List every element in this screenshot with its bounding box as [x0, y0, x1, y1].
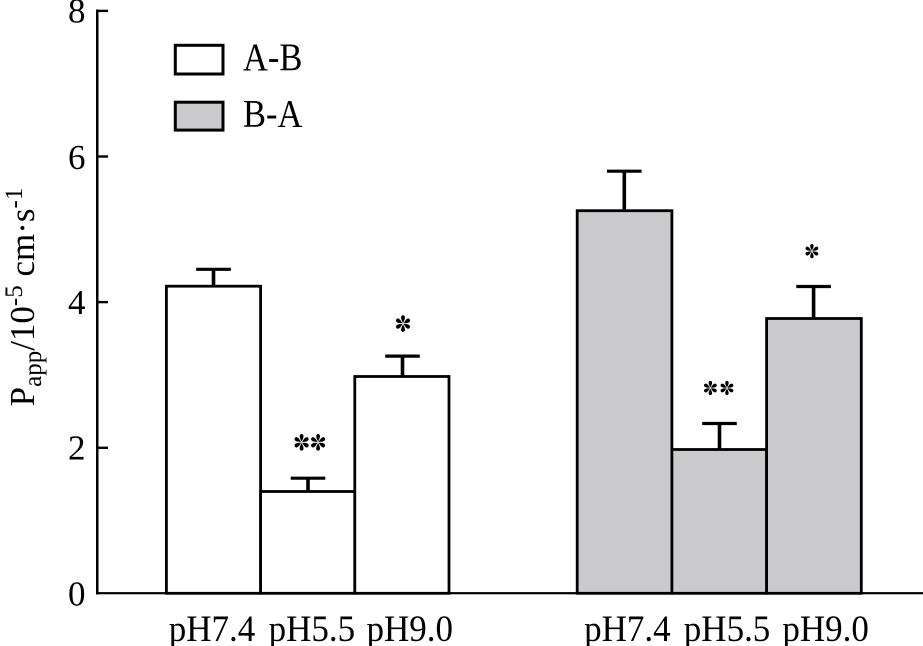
svg-text:8: 8	[68, 0, 86, 31]
svg-text:2: 2	[68, 429, 86, 468]
svg-text:pH7.4: pH7.4	[169, 608, 255, 646]
svg-text:B-A: B-A	[243, 91, 303, 134]
svg-text:Papp/10-5 cm·s-1: Papp/10-5 cm·s-1	[1, 188, 47, 407]
svg-text:0: 0	[68, 574, 86, 613]
svg-text:pH5.5: pH5.5	[269, 608, 355, 646]
svg-text:A-B: A-B	[243, 35, 302, 78]
svg-text:6: 6	[68, 138, 86, 177]
svg-text:pH9.0: pH9.0	[367, 608, 453, 646]
svg-text:pH7.4: pH7.4	[584, 608, 670, 646]
svg-text:pH5.5: pH5.5	[684, 608, 770, 646]
svg-text:4: 4	[68, 283, 86, 322]
svg-text:pH9.0: pH9.0	[782, 608, 868, 646]
